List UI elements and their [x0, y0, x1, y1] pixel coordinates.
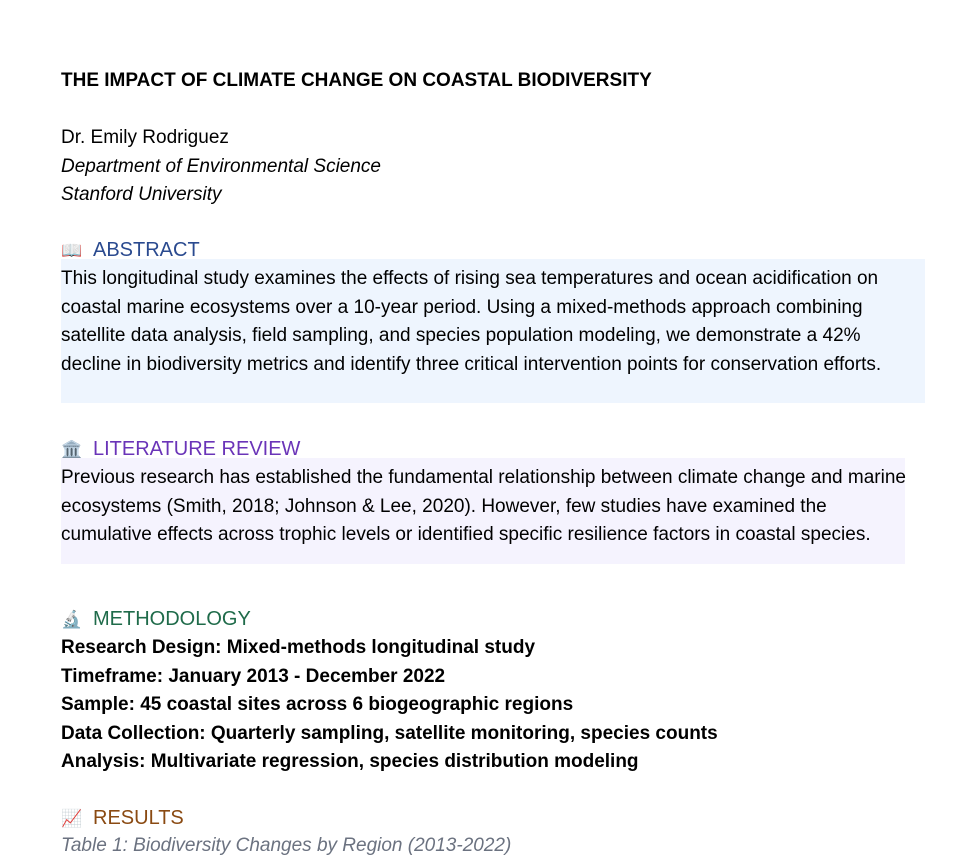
literature-review-text: Previous research has established the fu…	[61, 467, 906, 545]
abstract-heading-label: ABSTRACT	[93, 239, 200, 261]
results-heading: 📈 RESULTS	[61, 806, 184, 831]
methodology-heading-label: METHODOLOGY	[93, 608, 251, 630]
author-department: Department of Environmental Science	[61, 155, 381, 177]
abstract-body-box: This longitudinal study examines the eff…	[61, 259, 925, 403]
paper-title: THE IMPACT OF CLIMATE CHANGE ON COASTAL …	[61, 70, 652, 91]
results-heading-label: RESULTS	[93, 807, 184, 829]
literature-review-heading-label: LITERATURE REVIEW	[93, 438, 301, 460]
microscope-icon: 🔬	[61, 610, 83, 629]
author-university: Stanford University	[61, 184, 222, 205]
methodology-item-research-design: Research Design: Mixed-methods longitudi…	[61, 637, 536, 658]
chart-increasing-icon: 📈	[61, 809, 83, 828]
literature-review-heading: 🏛️ LITERATURE REVIEW	[61, 437, 300, 462]
methodology-item-timeframe: Timeframe: January 2013 - December 2022	[61, 665, 446, 687]
methodology-heading: 🔬 METHODOLOGY	[61, 607, 251, 632]
author-name: Dr. Emily Rodriguez	[61, 127, 229, 148]
book-icon: 📖	[61, 241, 83, 260]
abstract-text: This longitudinal study examines the eff…	[61, 268, 882, 375]
literature-review-body-box: Previous research has established the fu…	[61, 458, 906, 564]
abstract-heading: 📖 ABSTRACT	[61, 238, 200, 263]
methodology-item-sample: Sample: 45 coastal sites across 6 biogeo…	[61, 694, 574, 715]
table-caption: Table 1: Biodiversity Changes by Region …	[61, 835, 512, 856]
methodology-item-analysis: Analysis: Multivariate regression, speci…	[61, 751, 639, 772]
classical-building-icon: 🏛️	[61, 440, 83, 459]
author-block: Dr. Emily Rodriguez Department of Enviro…	[61, 124, 381, 210]
methodology-item-data-collection: Data Collection: Quarterly sampling, sat…	[61, 722, 718, 744]
methodology-list: Research Design: Mixed-methods longitudi…	[61, 634, 718, 777]
